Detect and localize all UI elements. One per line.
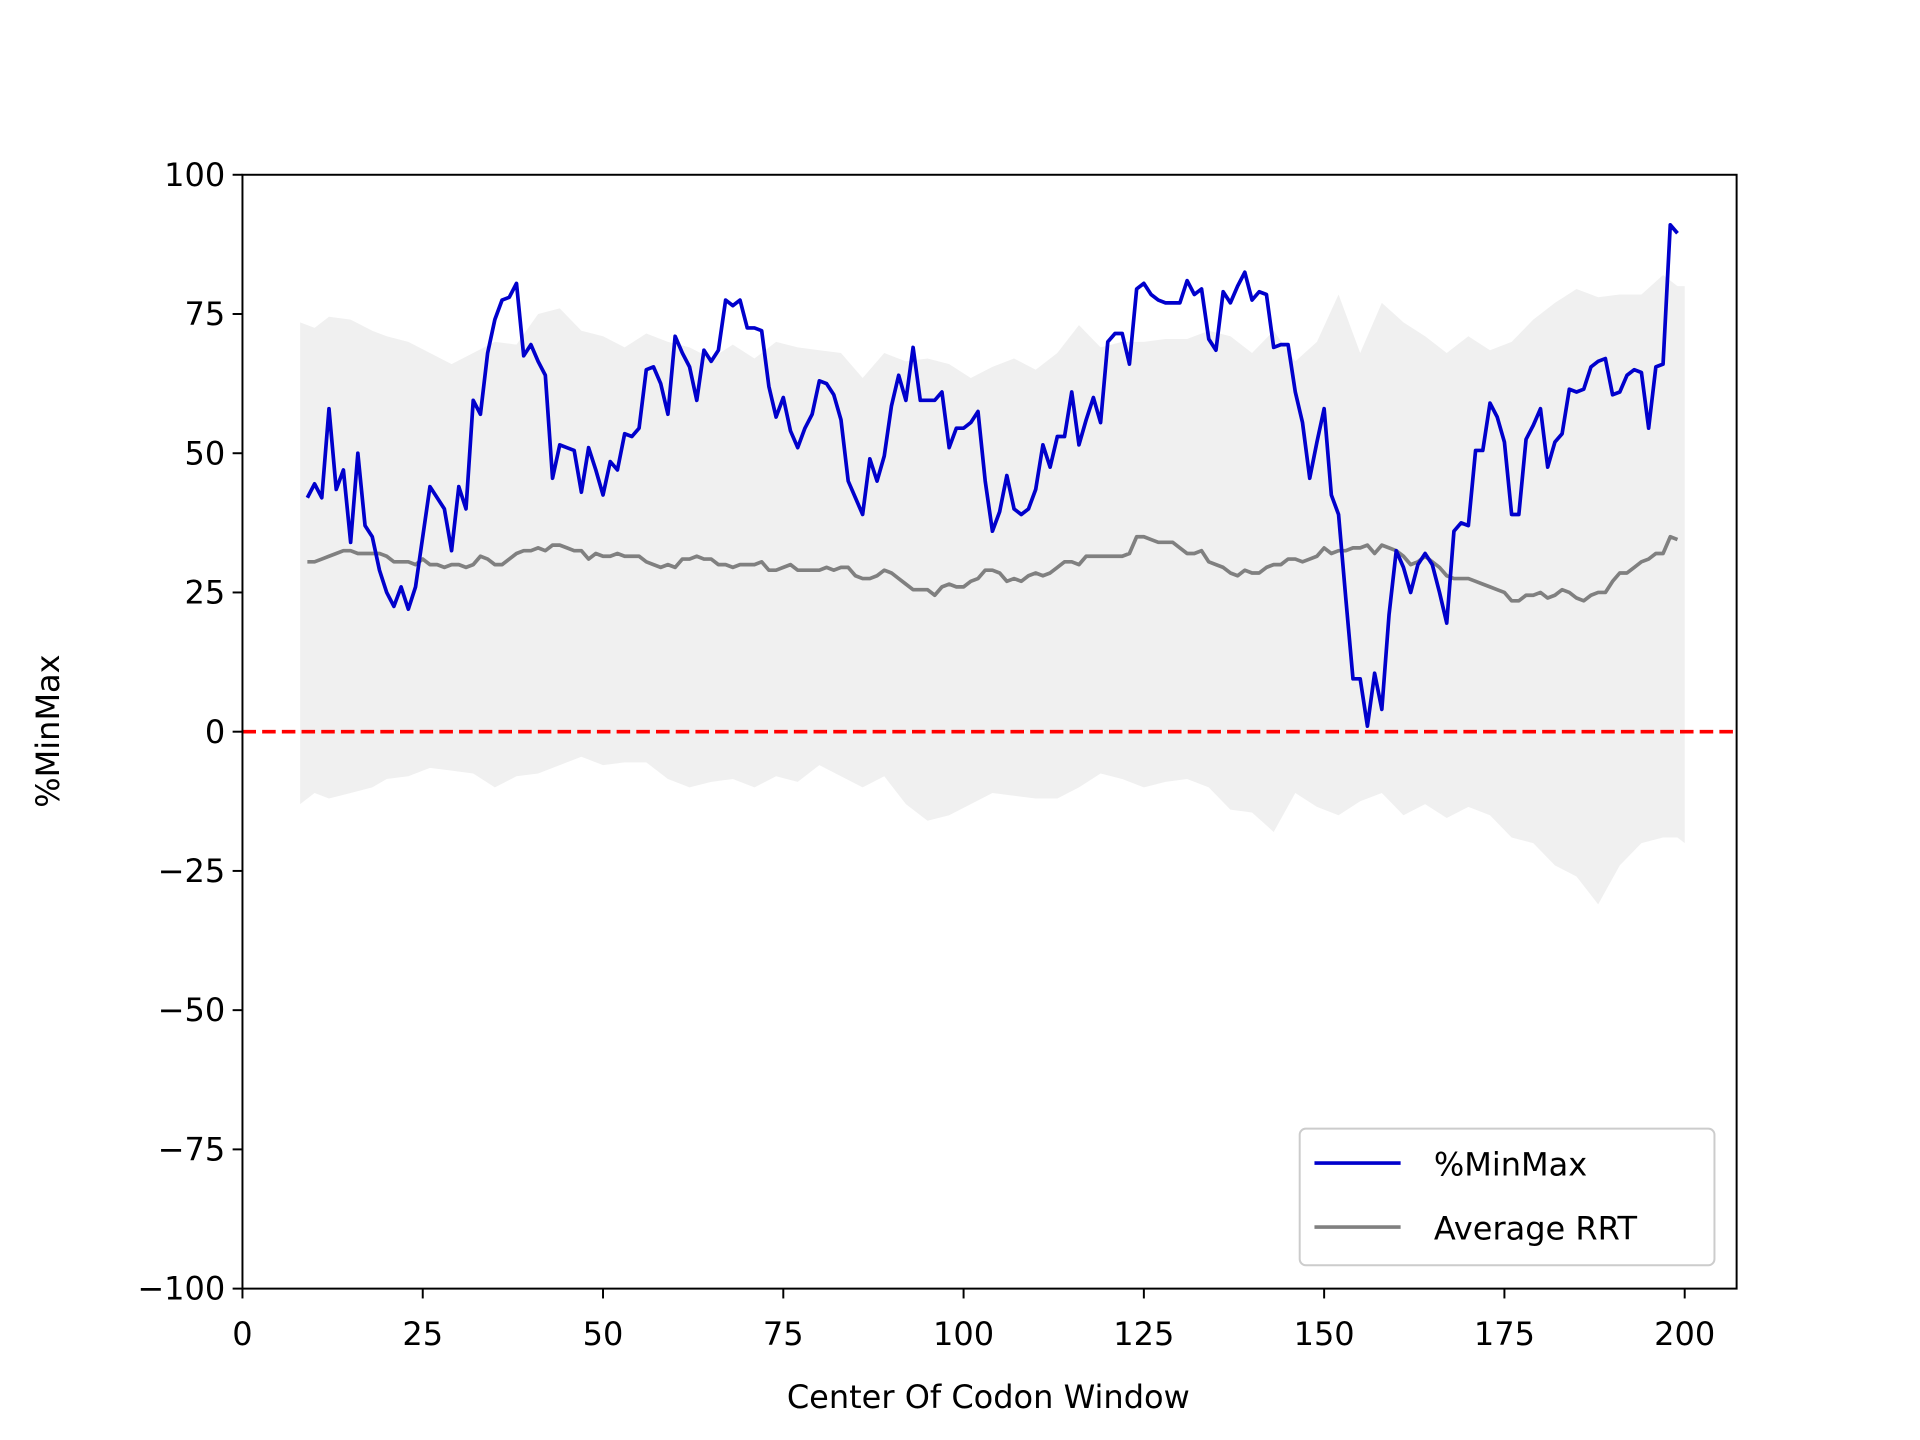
x-axis-label: Center Of Codon Window — [787, 1378, 1190, 1416]
x-tick-label: 175 — [1474, 1315, 1535, 1353]
y-tick-label: 50 — [185, 434, 226, 472]
y-tick-label: −75 — [158, 1130, 226, 1168]
y-axis-label: %MinMax — [29, 654, 67, 807]
data-line — [305, 223, 1679, 728]
x-tick-label: 25 — [402, 1315, 443, 1353]
x-tick-label: 0 — [232, 1315, 252, 1353]
legend-label: %MinMax — [1434, 1145, 1587, 1183]
y-tick-label: −25 — [158, 852, 226, 890]
band — [300, 275, 1685, 905]
y-tick-label: −50 — [158, 991, 226, 1029]
y-tick-label: 100 — [164, 156, 225, 194]
x-tick-label: 200 — [1654, 1315, 1715, 1353]
x-tick-label: 75 — [763, 1315, 804, 1353]
x-tick-label: 125 — [1113, 1315, 1174, 1353]
legend-label: Average RRT — [1434, 1209, 1638, 1247]
y-tick-label: 75 — [185, 295, 226, 333]
x-tick-label: 100 — [933, 1315, 994, 1353]
x-tick-label: 150 — [1294, 1315, 1355, 1353]
x-tick-label: 50 — [583, 1315, 624, 1353]
legend-box — [1298, 1127, 1716, 1267]
y-tick-label: 25 — [185, 574, 226, 612]
y-tick-label: −100 — [137, 1270, 225, 1308]
y-tick-label: 0 — [205, 713, 225, 751]
